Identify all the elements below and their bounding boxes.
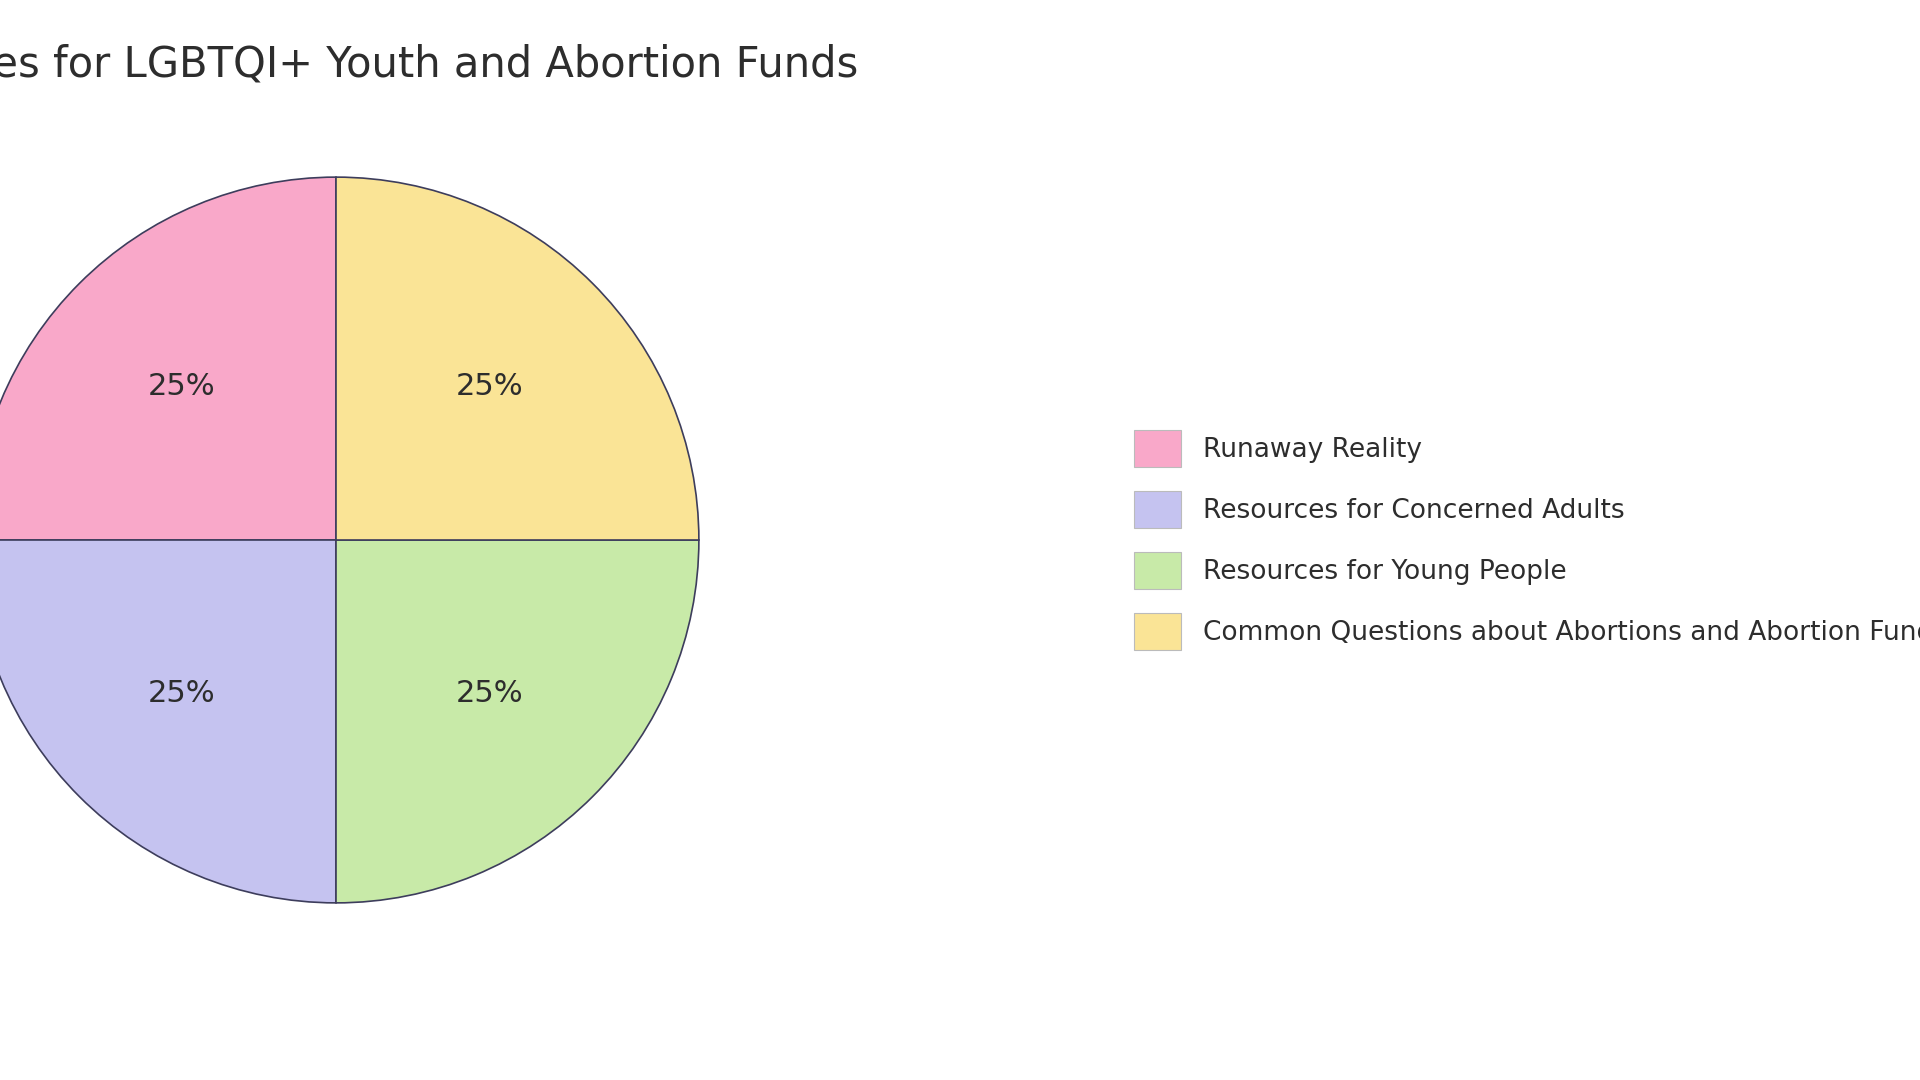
Text: 25%: 25% [457, 679, 524, 708]
Wedge shape [336, 540, 699, 903]
Wedge shape [0, 540, 336, 903]
Wedge shape [336, 177, 699, 540]
Legend: Runaway Reality, Resources for Concerned Adults, Resources for Young People, Com: Runaway Reality, Resources for Concerned… [1108, 403, 1920, 677]
Text: Resources for LGBTQI+ Youth and Abortion Funds: Resources for LGBTQI+ Youth and Abortion… [0, 43, 858, 85]
Text: 25%: 25% [148, 679, 215, 708]
Wedge shape [0, 177, 336, 540]
Text: 25%: 25% [148, 372, 215, 401]
Text: 25%: 25% [457, 372, 524, 401]
